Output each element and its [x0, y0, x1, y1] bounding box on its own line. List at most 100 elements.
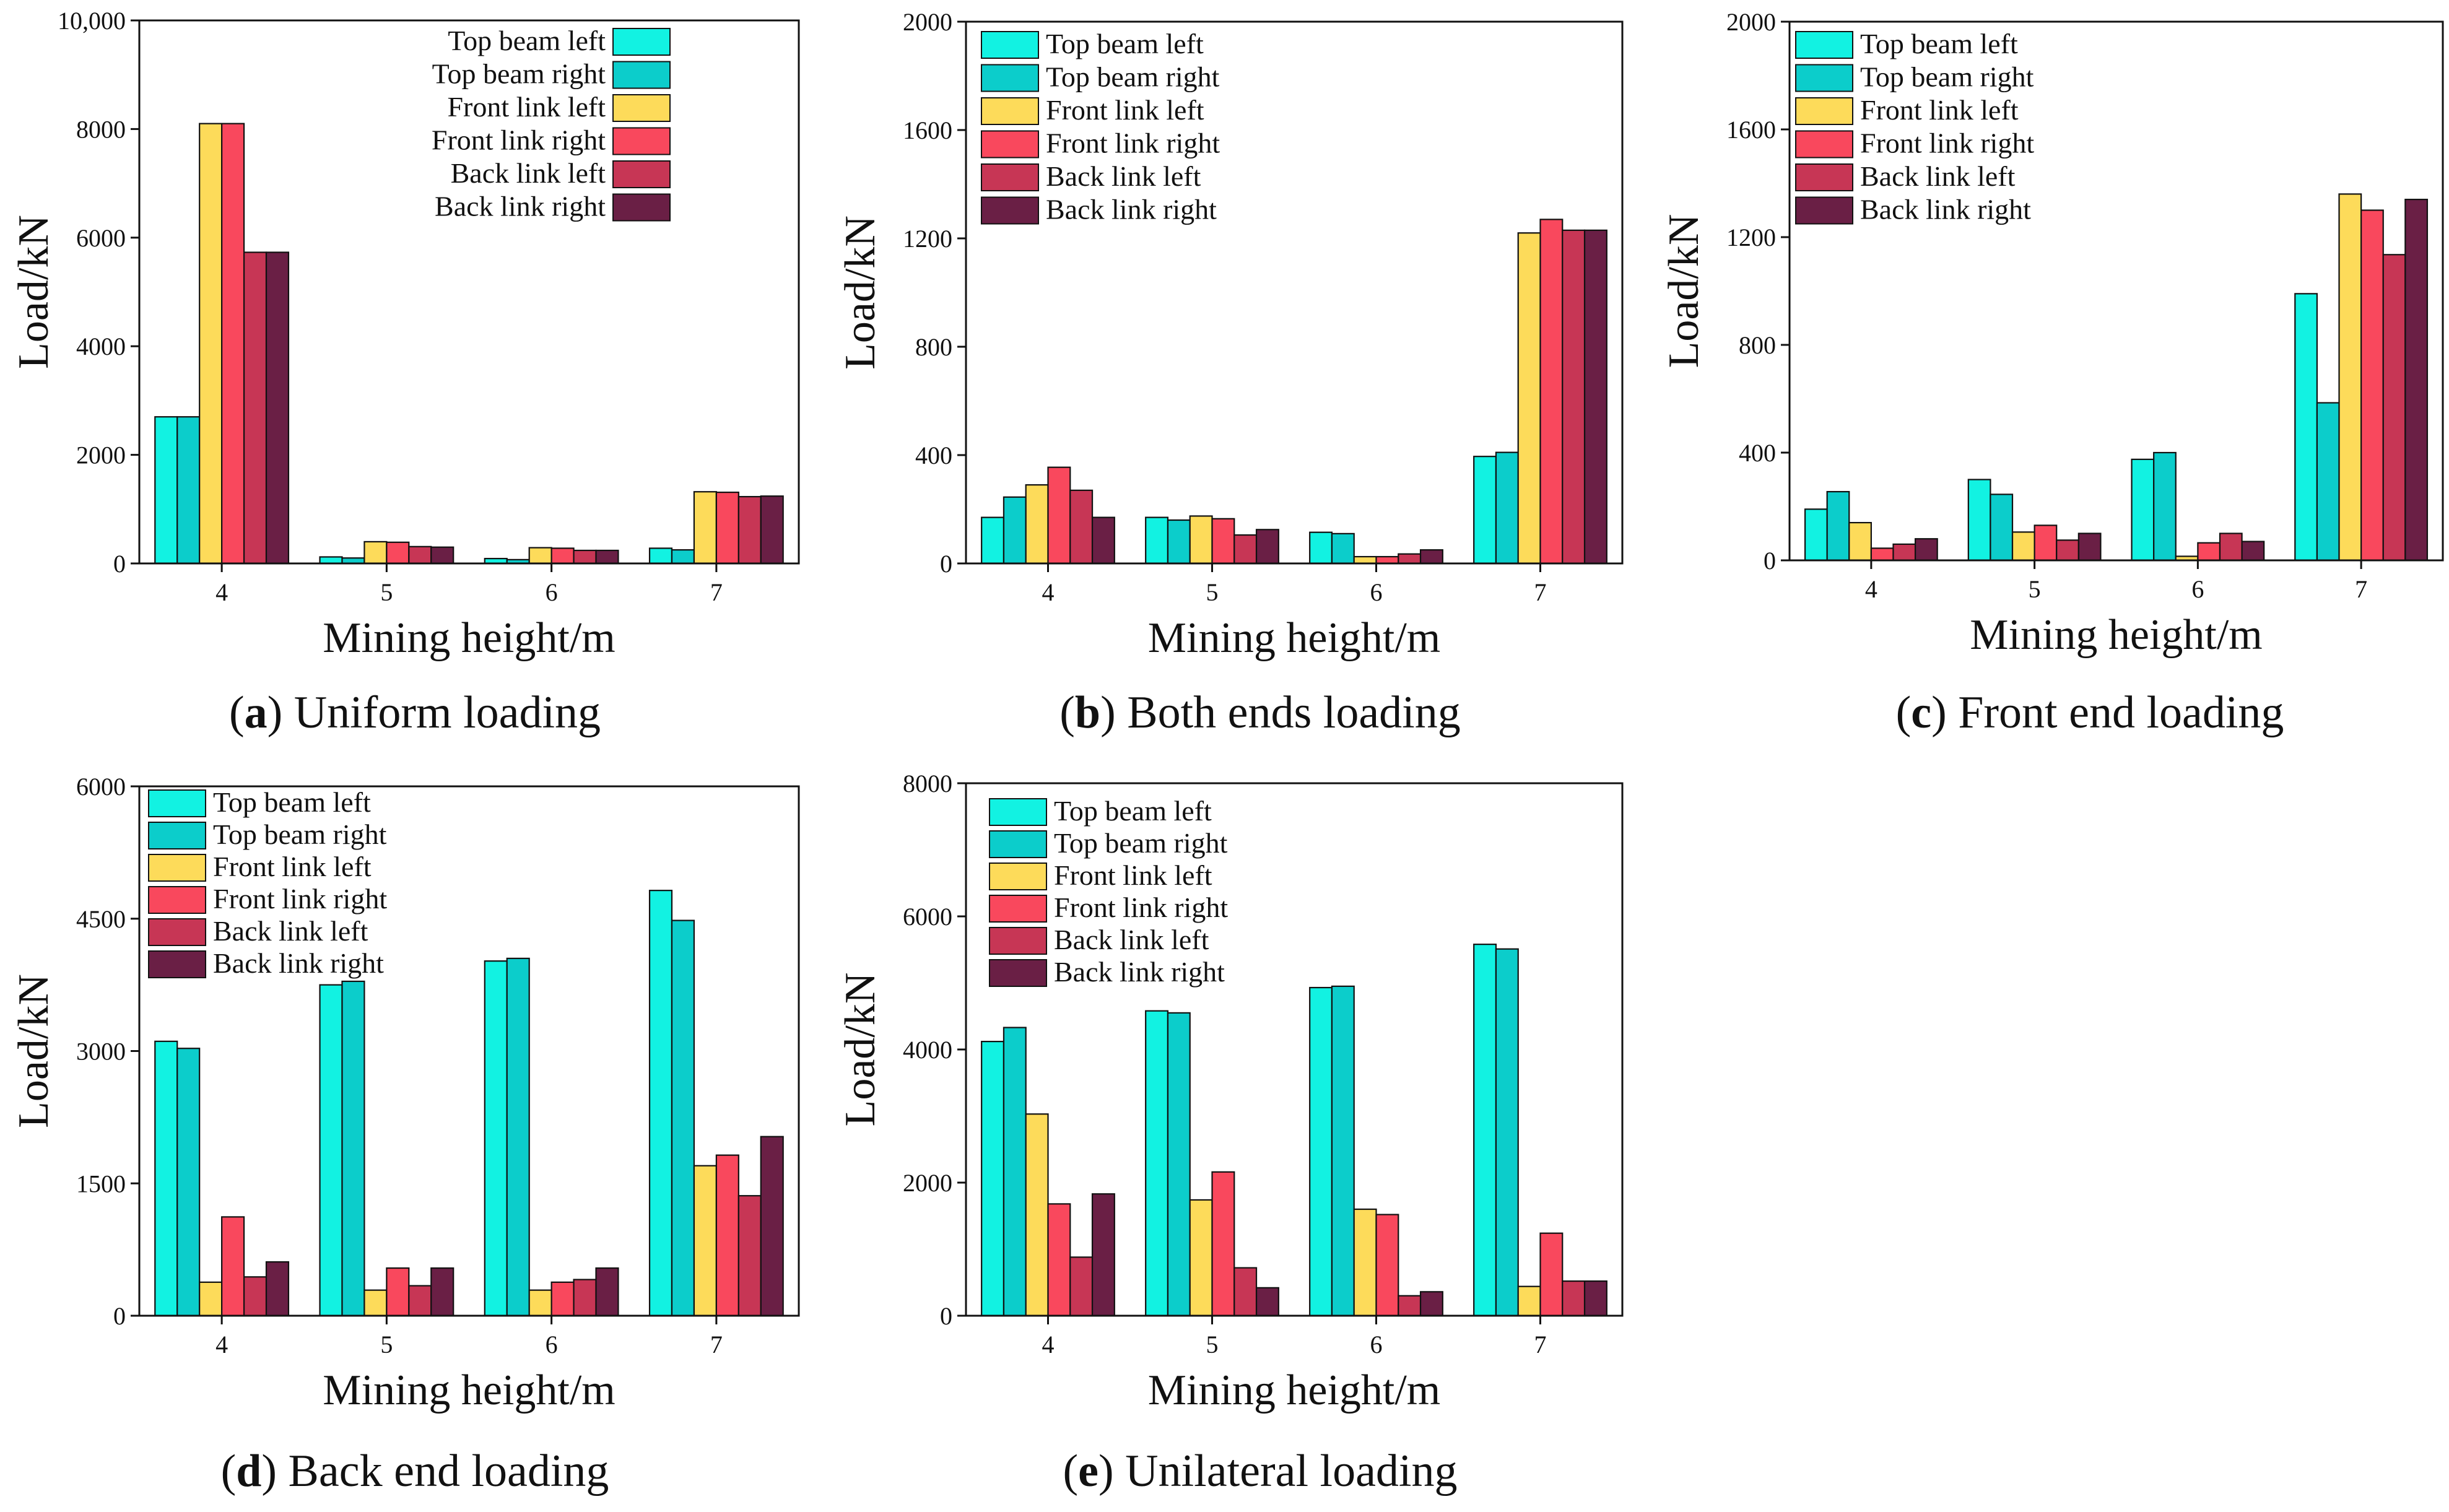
legend-swatch-top_beam_left: [1795, 31, 1853, 59]
y-tick-label: 8000: [903, 770, 952, 797]
bar-b-7-top_beam_right: [1495, 451, 1519, 565]
bar-b-7-back_link_right: [1583, 229, 1607, 565]
bar-c-5-front_link_left: [2011, 531, 2035, 562]
bar-d-6-front_link_left: [528, 1289, 552, 1317]
bar-b-6-top_beam_left: [1309, 531, 1333, 565]
bar-e-7-top_beam_right: [1495, 948, 1519, 1317]
bar-d-6-top_beam_left: [484, 960, 508, 1317]
bar-e-7-back_link_left: [1562, 1280, 1586, 1317]
bar-d-5-back_link_left: [408, 1285, 432, 1317]
plot-frame: [1788, 20, 2444, 562]
x-tick-label: 5: [1206, 578, 1219, 606]
bar-c-6-top_beam_left: [2131, 458, 2155, 562]
y-axis-label: Load/kN: [1660, 214, 1708, 368]
legend-swatch-top_beam_right: [989, 830, 1047, 858]
y-axis-label: Load/kN: [837, 973, 884, 1127]
bar-e-4-top_beam_left: [981, 1040, 1005, 1317]
bar-a-7-front_link_right: [715, 492, 739, 565]
legend-swatch-back_link_left: [989, 927, 1047, 955]
bar-c-7-front_link_right: [2360, 209, 2384, 562]
bar-a-6-front_link_left: [528, 547, 552, 565]
y-tick-label: 1600: [1726, 116, 1776, 144]
legend-label-front_link_right: Front link right: [432, 124, 606, 156]
y-tick-label: 6000: [76, 773, 126, 801]
bar-b-5-front_link_right: [1211, 518, 1235, 565]
bar-d-5-top_beam_left: [319, 984, 343, 1317]
bars: [981, 219, 1607, 565]
legend-label-top_beam_left: Top beam left: [1860, 28, 2018, 59]
y-axis-label: Load/kN: [10, 215, 58, 369]
panel-caption: (d) Back end loading: [221, 1446, 609, 1497]
bar-c-5-top_beam_right: [1990, 493, 2014, 562]
panel-caption: (b) Both ends loading: [1059, 687, 1460, 738]
bar-b-6-front_link_left: [1353, 555, 1377, 565]
y-tick-label: 800: [1739, 331, 1776, 359]
bar-d-5-top_beam_right: [341, 980, 365, 1317]
bar-a-5-back_link_right: [430, 546, 455, 565]
y-tick-label: 2000: [903, 1169, 952, 1197]
bar-a-4-front_link_right: [221, 123, 245, 565]
y-tick-label: 0: [113, 1302, 126, 1330]
legend-swatch-back_link_left: [1795, 163, 1853, 191]
bar-a-5-front_link_left: [363, 541, 388, 565]
y-tick-label: 1500: [76, 1170, 126, 1197]
bar-d-6-top_beam_right: [506, 957, 530, 1317]
legend-label-front_link_left: Front link left: [1046, 94, 1204, 126]
bar-e-6-front_link_right: [1375, 1214, 1399, 1317]
bar-b-6-back_link_right: [1419, 549, 1443, 565]
y-tick-label: 1200: [903, 225, 952, 253]
bar-a-7-top_beam_right: [671, 549, 695, 565]
x-tick-label: 5: [380, 578, 393, 606]
legend-swatch-front_link_left: [1795, 97, 1853, 125]
y-tick-label: 4000: [903, 1036, 952, 1064]
x-tick-label: 6: [2191, 575, 2204, 603]
y-axis-label: Load/kN: [837, 215, 884, 370]
legend-swatch-back_link_right: [989, 959, 1047, 987]
legend-swatch-front_link_right: [148, 886, 206, 914]
y-tick-label: 400: [1739, 439, 1776, 467]
legend-label-top_beam_left: Top beam left: [1054, 795, 1212, 827]
bar-c-4-top_beam_left: [1804, 508, 1828, 562]
panel-b: 0 400 800 1200 1600 2000 4 5 6 7 Mining height/m Lo…: [837, 8, 1624, 738]
bar-d-5-front_link_right: [386, 1267, 410, 1317]
bar-d-7-top_beam_right: [671, 919, 695, 1317]
legend-swatch-top_beam_right: [612, 61, 671, 89]
legend-label-back_link_left: Back link left: [1860, 160, 2016, 192]
y-tick-label: 800: [915, 333, 952, 361]
legend-swatch-back_link_right: [981, 196, 1039, 225]
bar-c-4-top_beam_right: [1826, 490, 1850, 562]
bar-b-7-back_link_left: [1562, 229, 1586, 565]
x-tick-label: 7: [710, 1331, 723, 1358]
x-axis-label: Mining height/m: [1148, 614, 1441, 662]
legend-swatch-back_link_left: [148, 918, 206, 946]
bar-c-5-back_link_left: [2056, 539, 2079, 562]
legend-label-back_link_left: Back link left: [1046, 160, 1201, 192]
bar-d-4-front_link_right: [221, 1216, 245, 1317]
x-tick-label: 4: [1042, 1331, 1055, 1358]
bar-b-7-front_link_right: [1539, 219, 1564, 565]
y-tick-label: 400: [915, 441, 952, 469]
legend-label-back_link_left: Back link left: [1054, 924, 1209, 955]
x-tick-label: 6: [546, 1331, 558, 1358]
bar-b-5-top_beam_right: [1167, 519, 1191, 565]
bar-e-7-front_link_left: [1517, 1285, 1541, 1317]
bar-d-7-front_link_right: [715, 1154, 739, 1317]
legend-swatch-front_link_right: [989, 895, 1047, 923]
bar-a-4-back_link_left: [243, 251, 268, 565]
legend-label-front_link_right: Front link right: [213, 883, 387, 915]
panel-letter: e: [1078, 1446, 1098, 1497]
bar-e-7-back_link_right: [1583, 1280, 1607, 1317]
bar-c-5-front_link_right: [2034, 524, 2058, 562]
bar-e-6-top_beam_right: [1331, 985, 1355, 1317]
bar-b-4-front_link_right: [1047, 466, 1071, 565]
bar-c-6-back_link_right: [2241, 541, 2265, 562]
y-tick-label: 0: [940, 1302, 952, 1330]
panel-c: 0 400 800 1200 1600 2000 4 5 6 7 Mining height/m Lo…: [1660, 8, 2444, 738]
bar-a-6-front_link_right: [550, 547, 575, 565]
y-tick-label: 10,000: [58, 7, 126, 35]
legend-swatch-top_beam_right: [148, 822, 206, 849]
bar-c-7-back_link_right: [2404, 199, 2429, 562]
bar-b-4-back_link_right: [1091, 516, 1115, 565]
